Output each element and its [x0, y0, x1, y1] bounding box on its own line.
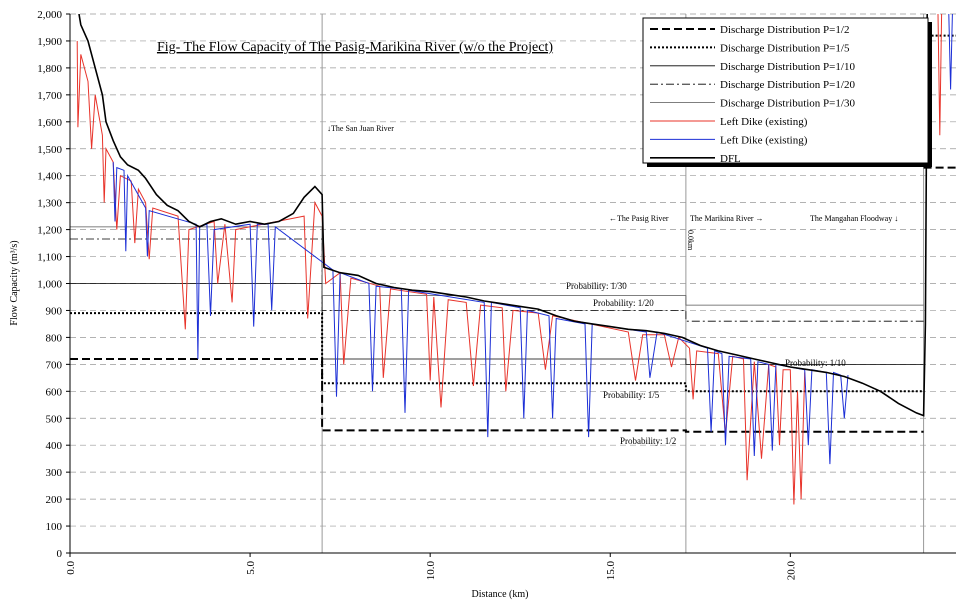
- series-line: [70, 238, 924, 322]
- x-tick-label: 10.0: [425, 561, 437, 581]
- series-line: [112, 14, 953, 465]
- y-tick-label: 400: [46, 440, 63, 452]
- y-tick-label: 500: [46, 413, 63, 425]
- legend: Discharge Distribution P=1/2 Discharge Di…: [642, 17, 932, 167]
- y-tick-label: 700: [46, 359, 63, 371]
- series-line: [70, 226, 924, 306]
- y-tick-label: 1,300: [37, 198, 62, 210]
- annotation: Probability: 1/2: [620, 436, 676, 446]
- annotation: Probability: 1/10: [785, 358, 846, 368]
- y-tick-label: 1,000: [37, 279, 62, 291]
- annotation: The Marikina River →: [690, 214, 764, 223]
- legend-label: Discharge Distribution P=1/2: [720, 24, 849, 36]
- y-tick-label: 1,900: [37, 36, 62, 48]
- annotation: Probability: 1/30: [566, 281, 627, 291]
- legend-box: [642, 17, 929, 164]
- y-tick-label: 900: [46, 305, 63, 317]
- x-tick-label: 15.0: [605, 561, 617, 581]
- y-tick-label: 1,800: [37, 63, 62, 75]
- legend-label: Discharge Distribution P=1/5: [720, 42, 850, 54]
- legend-label: Left Dike (existing): [720, 116, 808, 128]
- x-tick-label: 5.0: [245, 561, 257, 575]
- annotation: 0.0km: [686, 230, 695, 251]
- annotation: The Mangahan Floodway ↓: [810, 214, 898, 223]
- y-tick-label: 300: [46, 467, 63, 479]
- legend-label: Discharge Distribution P=1/30: [720, 98, 855, 110]
- y-tick-label: 1,500: [37, 144, 62, 156]
- annotation: Probability: 1/20: [593, 298, 654, 308]
- annotation: ←The Pasig River: [609, 214, 669, 223]
- y-tick-label: 1,200: [37, 225, 62, 237]
- plot-lines: [70, 14, 956, 505]
- y-tick-label: 1,600: [37, 117, 62, 129]
- series-line: [70, 166, 956, 433]
- ticks: 0 100 200 300 400 500 600 700 800 900 1,000 1,100 1,…: [37, 9, 797, 580]
- chart-title: Fig- The Flow Capacity of The Pasig-Mari…: [157, 40, 553, 55]
- legend-label: DFL: [720, 153, 741, 165]
- y-tick-label: 1,700: [37, 90, 62, 102]
- y-axis-label: Flow Capacity (m³/s): [9, 240, 20, 325]
- annotation: ↓The San Juan River: [327, 124, 394, 133]
- y-tick-label: 600: [46, 386, 63, 398]
- x-tick-label: 0.0: [65, 561, 77, 575]
- x-axis-label: Distance (km): [472, 589, 529, 600]
- y-tick-label: 100: [46, 521, 63, 533]
- y-tick-label: 0: [57, 548, 63, 560]
- legend-label: Discharge Distribution P=1/10: [720, 61, 855, 73]
- y-tick-label: 800: [46, 332, 63, 344]
- y-tick-label: 1,100: [37, 252, 62, 264]
- series-line: [78, 14, 928, 417]
- legend-label: Left Dike (existing): [720, 134, 808, 146]
- annotation: Probability: 1/5: [603, 390, 660, 400]
- y-tick-label: 200: [46, 494, 63, 506]
- x-tick-label: 20.0: [785, 561, 797, 581]
- legend-label: Discharge Distribution P=1/20: [720, 79, 855, 91]
- y-tick-label: 2,000: [37, 9, 62, 21]
- y-tick-label: 1,400: [37, 171, 62, 183]
